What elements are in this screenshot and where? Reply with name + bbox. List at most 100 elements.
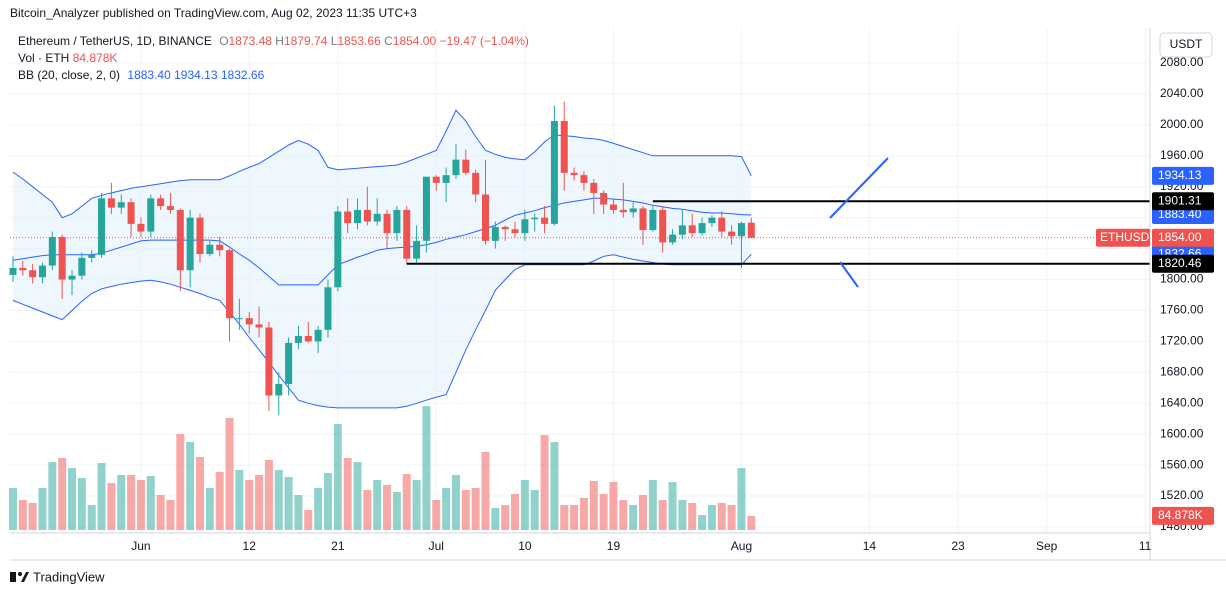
volume-bar [530, 490, 539, 530]
bb-basis-label-box [1152, 206, 1214, 225]
volume-bar [314, 488, 323, 530]
volume-bar [629, 505, 638, 530]
candle-body [285, 342, 293, 384]
candle-body [747, 222, 755, 238]
level-label: 1901.31 [1158, 193, 1202, 207]
x-tick-label: 12 [243, 539, 257, 553]
band-line [12, 253, 752, 409]
l-value: 1853.66 [337, 34, 381, 48]
bb-basis-label: 1883.40 [1158, 207, 1202, 221]
volume-bar [146, 476, 155, 530]
candle-body [98, 198, 106, 255]
volume-bar [323, 473, 332, 530]
candle-body [452, 159, 460, 176]
candle-body [245, 318, 253, 325]
candle-body [334, 211, 342, 288]
candle-body [472, 172, 480, 195]
currency[interactable]: USDT [1170, 37, 1203, 51]
candle-body [481, 194, 489, 241]
band-line [12, 109, 752, 219]
candle-body [373, 213, 381, 222]
volume-bar [599, 494, 608, 530]
volume-bar [136, 480, 145, 530]
y-tick-label: 1720.00 [1160, 334, 1204, 348]
o-value: 1873.48 [229, 34, 273, 48]
volume-bar [589, 481, 598, 530]
candle-body [255, 324, 263, 328]
x-tick-label: 10 [518, 539, 532, 553]
candle-body [629, 208, 637, 213]
band-line [12, 197, 752, 286]
volume-bar [8, 488, 17, 530]
candle-body [294, 335, 302, 343]
volume-bar [264, 460, 273, 530]
candle-body [728, 231, 736, 237]
candle-body [78, 257, 86, 276]
h-key: H [275, 34, 284, 48]
volume-bar [363, 490, 372, 530]
volume-bar [392, 492, 401, 530]
bb-upper: 1934.13 [174, 68, 218, 82]
y-tick-label: 2000.00 [1160, 117, 1204, 131]
y-tick-label: 2080.00 [1160, 55, 1204, 69]
volume-bar [274, 470, 283, 530]
volume-bar [579, 498, 588, 530]
candle-body [157, 198, 165, 207]
volume-bar [678, 500, 687, 530]
candle-body [403, 209, 411, 259]
candle-body [413, 240, 421, 259]
candle-body [127, 202, 135, 224]
candle-body [737, 223, 745, 237]
candle-body [718, 217, 726, 232]
volume-bar [609, 482, 618, 530]
candle-body [442, 175, 450, 183]
y-tick-label: 1960.00 [1160, 148, 1204, 162]
candle-body [432, 176, 440, 183]
x-tick-label: Sep [1036, 539, 1058, 553]
x-tick-label: 19 [607, 539, 621, 553]
volume-bar [48, 462, 57, 530]
volume-bar [461, 490, 470, 530]
currency-button[interactable] [1159, 32, 1213, 58]
volume-bar [727, 505, 736, 530]
candle-body [669, 234, 677, 243]
candle-body [107, 198, 115, 208]
volume-bar [648, 480, 657, 530]
candle-body [176, 209, 184, 271]
volume-bar [451, 475, 460, 530]
volume-bar [511, 494, 520, 530]
volume-legend: Vol · ETH 84.878K [18, 51, 117, 65]
candle-body [363, 209, 371, 222]
band-fill [13, 110, 752, 408]
volume-bar [442, 488, 451, 530]
volume-bar [550, 442, 559, 530]
volume-bar [245, 480, 254, 530]
volume-bar [353, 462, 362, 530]
candle-body [422, 176, 430, 241]
volume-bar [205, 488, 214, 530]
volume-bar [156, 495, 165, 530]
y-tick-label: 1760.00 [1160, 303, 1204, 317]
bb-legend: BB (20, close, 2, 0) 1883.40 1934.13 183… [18, 68, 265, 82]
l-key: L [331, 34, 338, 48]
volume-bar [383, 485, 392, 530]
candle-body [324, 287, 332, 330]
candle-body [58, 237, 66, 280]
o-key: O [219, 34, 228, 48]
candle-body [619, 209, 627, 213]
volume-bar [570, 505, 579, 530]
x-tick-label: Aug [731, 539, 752, 553]
volume-bar [215, 472, 224, 530]
y-tick-label: 1680.00 [1160, 364, 1204, 378]
volume-bar [304, 510, 313, 530]
candle-body [206, 244, 214, 255]
volume-bar [491, 508, 500, 530]
c-value: 1854.00 [393, 34, 437, 48]
volume-bar [225, 418, 234, 530]
volume-bar [373, 480, 382, 530]
candle-body [560, 121, 568, 173]
candle-body [29, 270, 37, 278]
candle-body [639, 208, 647, 231]
symbol-tag: ETHUSDT [1100, 230, 1157, 244]
candle-body [166, 206, 174, 210]
